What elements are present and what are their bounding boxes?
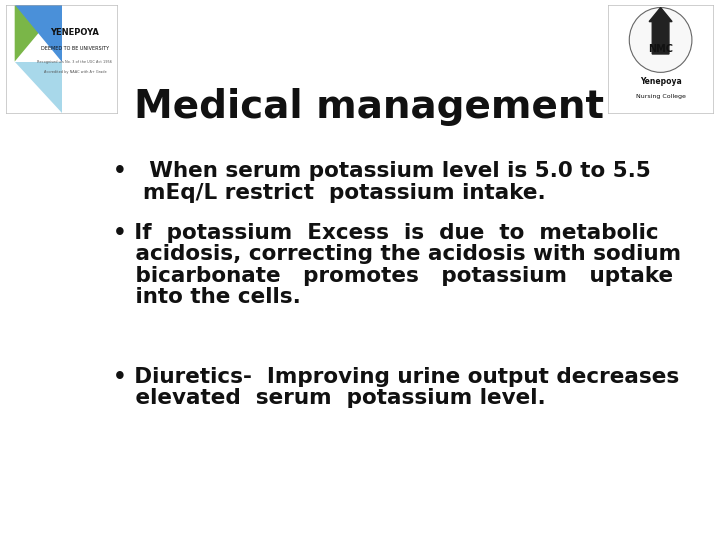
Text: into the cells.: into the cells. bbox=[113, 287, 301, 307]
Text: acidosis, correcting the acidosis with sodium: acidosis, correcting the acidosis with s… bbox=[113, 244, 681, 264]
Text: Nursing College: Nursing College bbox=[636, 93, 685, 99]
Text: YENEPOYA: YENEPOYA bbox=[50, 28, 99, 37]
Text: Yenepoya: Yenepoya bbox=[640, 77, 681, 85]
Text: • If  potassium  Excess  is  due  to  metabolic: • If potassium Excess is due to metaboli… bbox=[113, 222, 659, 242]
Text: NMC: NMC bbox=[648, 44, 673, 53]
Polygon shape bbox=[14, 62, 61, 113]
Text: Accredited by NAAC with A+ Grade: Accredited by NAAC with A+ Grade bbox=[44, 70, 107, 75]
Text: DEEMED TO BE UNIVERSITY: DEEMED TO BE UNIVERSITY bbox=[41, 46, 109, 51]
Polygon shape bbox=[14, 5, 61, 62]
Polygon shape bbox=[649, 8, 672, 54]
Text: Recognised u/s No. 3 of the UGC Act 1956: Recognised u/s No. 3 of the UGC Act 1956 bbox=[37, 59, 112, 64]
Text: elevated  serum  potassium level.: elevated serum potassium level. bbox=[113, 388, 546, 408]
Circle shape bbox=[629, 8, 692, 72]
Text: • Diuretics-  Improving urine output decreases: • Diuretics- Improving urine output decr… bbox=[113, 367, 680, 387]
Text: mEq/L restrict  potassium intake.: mEq/L restrict potassium intake. bbox=[113, 183, 546, 202]
Text: •   When serum potassium level is 5.0 to 5.5: • When serum potassium level is 5.0 to 5… bbox=[113, 161, 651, 181]
Text: bicarbonate   promotes   potassium   uptake: bicarbonate promotes potassium uptake bbox=[113, 266, 673, 286]
Polygon shape bbox=[14, 5, 61, 62]
Text: Medical management: Medical management bbox=[134, 88, 604, 126]
